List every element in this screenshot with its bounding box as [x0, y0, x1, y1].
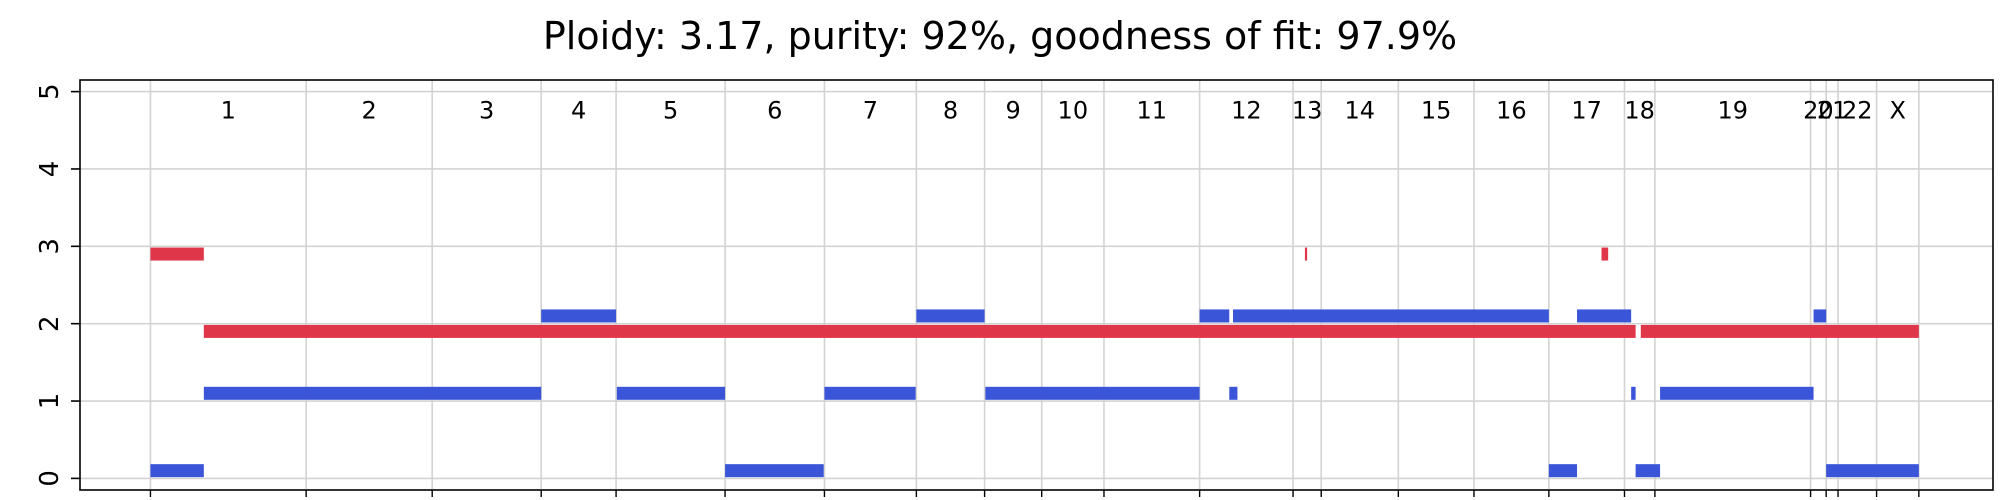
chromosome-label: 17 [1571, 97, 1602, 125]
minor-segment [824, 386, 916, 400]
y-tick-label: 4 [35, 161, 65, 178]
chromosome-label: X [1889, 97, 1905, 125]
chromosome-label: 22 [1842, 97, 1873, 125]
grid [80, 80, 1993, 490]
major-segment [1601, 247, 1609, 261]
chromosome-label: 2 [362, 97, 377, 125]
y-tick-label: 5 [35, 83, 65, 100]
minor-segment [1660, 386, 1814, 400]
y-tick-label: 0 [35, 470, 65, 487]
minor-segment [1577, 309, 1632, 323]
major-segment [150, 247, 204, 261]
chromosome-label: 19 [1717, 97, 1748, 125]
segments [150, 247, 1919, 478]
chromosome-label: 6 [767, 97, 782, 125]
chromosome-label: 7 [863, 97, 878, 125]
minor-segment [203, 386, 542, 400]
minor-segment [616, 386, 726, 400]
minor-segment [1813, 309, 1827, 323]
y-tick-label: 2 [35, 315, 65, 332]
chromosome-label: 5 [663, 97, 678, 125]
chromosome-label: 12 [1231, 97, 1262, 125]
minor-segment [1232, 309, 1549, 323]
chromosome-label: 4 [571, 97, 586, 125]
minor-segment [1548, 464, 1578, 478]
chart-title: Ploidy: 3.17, purity: 92%, goodness of f… [542, 14, 1458, 58]
chromosome-label: 13 [1292, 97, 1323, 125]
minor-segment [150, 464, 204, 478]
minor-segment [1631, 386, 1636, 400]
minor-segment [1826, 464, 1919, 478]
chromosome-label: 18 [1624, 97, 1655, 125]
y-tick-label: 1 [35, 393, 65, 410]
minor-segment [1635, 464, 1661, 478]
chromosome-label: 1 [221, 97, 236, 125]
minor-segment [541, 309, 617, 323]
chromosome-label: 11 [1137, 97, 1168, 125]
chromosome-label: 10 [1058, 97, 1089, 125]
major-segment [1640, 324, 1919, 338]
chromosome-label: 9 [1006, 97, 1021, 125]
major-segment [203, 324, 1636, 338]
chromosome-label: 16 [1496, 97, 1527, 125]
chromosome-label: 15 [1421, 97, 1452, 125]
minor-segment [985, 386, 1200, 400]
minor-segment [1199, 309, 1230, 323]
chromosome-label: 20 [1803, 97, 1834, 125]
minor-segment [725, 464, 824, 478]
chromosome-label: 8 [943, 97, 958, 125]
chromosome-label: 21 [1817, 97, 1848, 125]
chromosome-label: 3 [479, 97, 494, 125]
minor-segment [1229, 386, 1238, 400]
chromosome-label: 14 [1345, 97, 1376, 125]
major-segment [1304, 247, 1308, 261]
y-tick-label: 3 [35, 238, 65, 255]
minor-segment [916, 309, 985, 323]
plot-frame [79, 79, 1994, 491]
